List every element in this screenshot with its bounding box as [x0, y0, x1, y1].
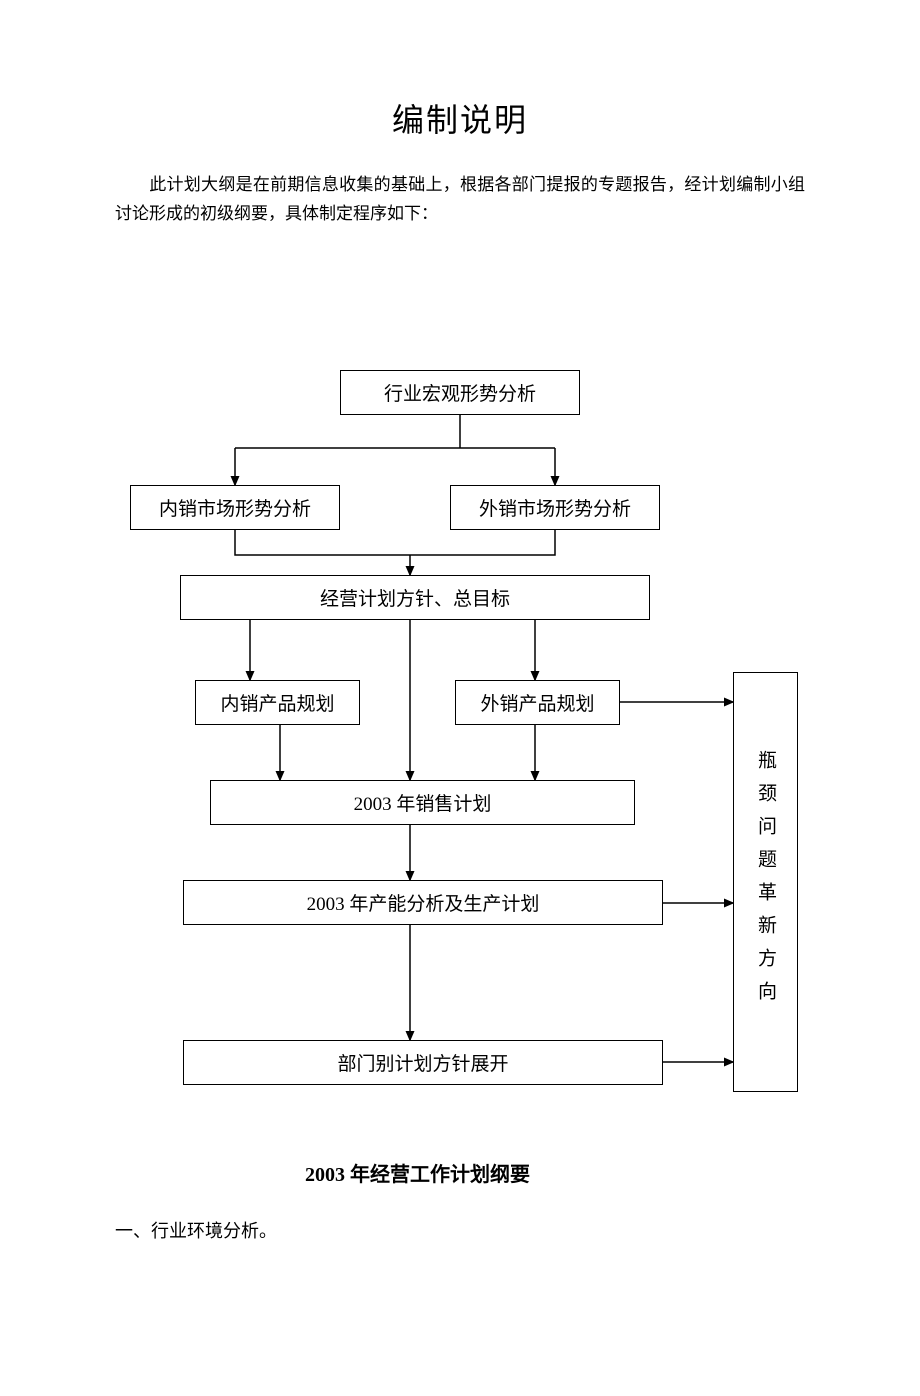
flow-node-n6: 2003 年产能分析及生产计划 [183, 880, 663, 925]
page-title: 编制说明 [0, 95, 920, 141]
flow-node-n7: 部门别计划方针展开 [183, 1040, 663, 1085]
flow-node-n5: 2003 年销售计划 [210, 780, 635, 825]
flow-node-n4a: 内销产品规划 [195, 680, 360, 725]
flow-node-n2b: 外销市场形势分析 [450, 485, 660, 530]
flow-node-n3: 经营计划方针、总目标 [180, 575, 650, 620]
flow-node-n2a: 内销市场形势分析 [130, 485, 340, 530]
intro-paragraph: 此计划大纲是在前期信息收集的基础上，根据各部门提报的专题报告，经计划编制小组讨论… [115, 171, 805, 229]
flowchart: 行业宏观形势分析内销市场形势分析 外销市场形势分析经营计划方针、总目标内销产品规划… [120, 360, 840, 1140]
subtitle: 2003 年经营工作计划纲要 [305, 1158, 530, 1187]
flow-node-n1: 行业宏观形势分析 [340, 370, 580, 415]
flowchart-edges [120, 360, 840, 1140]
subtitle-rest: 年经营工作计划纲要 [345, 1164, 530, 1186]
flow-node-n4b: 外销产品规划 [455, 680, 620, 725]
flow-node-side: 瓶颈问题革新方向 [733, 672, 798, 1092]
intro-text: 此计划大纲是在前期信息收集的基础上，根据各部门提报的专题报告，经计划编制小组讨论… [115, 175, 805, 223]
section-heading-1: 一、行业环境分析。 [115, 1217, 277, 1243]
subtitle-year: 2003 [305, 1164, 345, 1186]
